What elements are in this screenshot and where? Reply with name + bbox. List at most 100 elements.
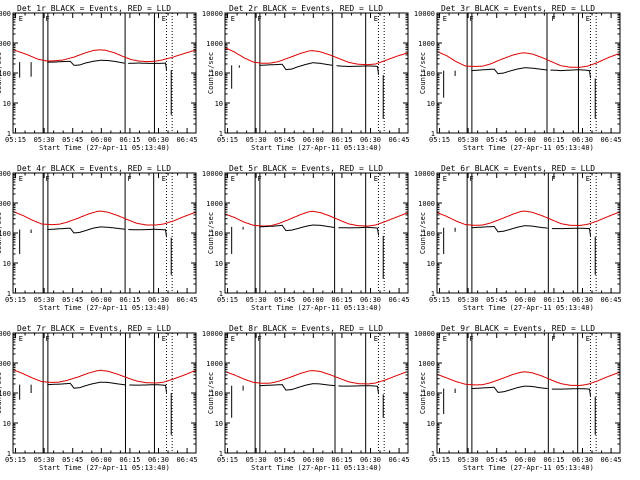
x-tick-label: 06:30 — [572, 456, 593, 464]
y-tick-label: 10 — [215, 260, 223, 268]
lld-series-line — [13, 369, 196, 384]
plot-area — [225, 13, 408, 133]
flag-label: F — [257, 175, 261, 183]
flag-label: F — [469, 335, 473, 343]
x-tick-label: 05:45 — [486, 456, 507, 464]
flag-label: E — [374, 175, 378, 183]
x-tick-label: 05:30 — [34, 296, 55, 304]
y-axis-label: Counts/sec — [207, 52, 215, 94]
x-tick-label: 06:30 — [572, 296, 593, 304]
x-tick-label: 06:00 — [515, 136, 536, 144]
lld-series-line — [13, 49, 196, 63]
plot-area — [437, 173, 620, 293]
y-tick-label: 10000 — [0, 330, 11, 338]
x-tick-label: 05:30 — [34, 456, 55, 464]
panel-title: Det 2r BLACK = Events, RED = LLD — [229, 4, 383, 13]
x-tick-label: 06:00 — [91, 136, 112, 144]
plot-area — [437, 13, 620, 133]
x-tick-label: 06:15 — [543, 456, 564, 464]
x-tick-label: 05:45 — [62, 136, 83, 144]
x-tick-label: 06:45 — [601, 456, 622, 464]
x-tick-label: 06:00 — [515, 296, 536, 304]
y-tick-label: 1 — [7, 130, 11, 138]
x-tick-label: 05:45 — [274, 456, 295, 464]
flag-label: E — [586, 335, 590, 343]
panel-det-6r: Det 6r BLACK = Events, RED = LLD E F F E 1 10 1… — [414, 164, 622, 312]
x-axis-label: Start Time (27-Apr-11 05:13:40) — [39, 304, 170, 312]
lld-series-line — [225, 47, 408, 66]
y-axis-label: Counts/sec — [0, 212, 3, 254]
y-axis-label: Counts/sec — [0, 52, 3, 94]
x-tick-label: 05:30 — [458, 296, 479, 304]
y-tick-label: 100 — [210, 70, 223, 78]
panel-title: Det 3r BLACK = Events, RED = LLD — [441, 4, 595, 13]
flag-label: E — [231, 175, 235, 183]
y-tick-label: 100 — [422, 230, 435, 238]
y-tick-label: 1000 — [418, 40, 435, 48]
y-tick-label: 100 — [422, 70, 435, 78]
y-tick-label: 1000 — [206, 200, 223, 208]
x-tick-label: 05:15 — [429, 296, 450, 304]
x-tick-label: 06:45 — [389, 136, 410, 144]
flag-label: E — [162, 335, 166, 343]
x-tick-label: 06:30 — [572, 136, 593, 144]
x-tick-label: 06:15 — [331, 456, 352, 464]
lld-series-line — [437, 371, 620, 386]
x-tick-label: 06:45 — [177, 136, 198, 144]
x-tick-label: 06:00 — [91, 296, 112, 304]
x-tick-label: 06:45 — [601, 296, 622, 304]
x-tick-label: 05:15 — [5, 456, 26, 464]
flag-label: E — [443, 335, 447, 343]
plot-area — [437, 333, 620, 453]
x-axis-label: Start Time (27-Apr-11 05:13:40) — [39, 144, 170, 152]
x-tick-label: 05:15 — [429, 136, 450, 144]
y-axis-label: Counts/sec — [419, 52, 427, 94]
x-axis-label: Start Time (27-Apr-11 05:13:40) — [251, 304, 382, 312]
panel-det-1r: Det 1r BLACK = Events, RED = LLD E F E 1 10 10… — [0, 4, 198, 152]
x-tick-label: 06:15 — [543, 136, 564, 144]
x-tick-label: 06:15 — [543, 296, 564, 304]
x-tick-label: 06:30 — [148, 136, 169, 144]
x-tick-label: 05:15 — [429, 456, 450, 464]
flag-label: E — [19, 15, 23, 23]
x-tick-label: 05:30 — [246, 296, 267, 304]
x-tick-label: 06:45 — [177, 296, 198, 304]
panel-det-2r: Det 2r BLACK = Events, RED = LLD E F E 1 10 10… — [202, 4, 410, 152]
panel-det-9r: Det 9r BLACK = Events, RED = LLD E F F E 1 10 1… — [414, 324, 622, 472]
panel-title: Det 7r BLACK = Events, RED = LLD — [17, 324, 171, 333]
lld-series-line — [225, 210, 408, 227]
flag-label: F — [45, 175, 49, 183]
y-tick-label: 1 — [219, 450, 223, 458]
lld-series-line — [437, 210, 620, 226]
panel-title: Det 6r BLACK = Events, RED = LLD — [441, 164, 595, 173]
y-tick-label: 100 — [210, 230, 223, 238]
x-tick-label: 06:15 — [119, 296, 140, 304]
panel-title: Det 9r BLACK = Events, RED = LLD — [441, 324, 595, 333]
x-tick-label: 05:15 — [217, 296, 238, 304]
y-tick-label: 1 — [431, 450, 435, 458]
y-tick-label: 10 — [427, 100, 435, 108]
x-tick-label: 06:15 — [119, 136, 140, 144]
panel-det-4r: Det 4r BLACK = Events, RED = LLD E F F E 1 10 1… — [0, 164, 198, 312]
x-tick-label: 05:45 — [274, 136, 295, 144]
flag-label: E — [162, 175, 166, 183]
y-axis-label: Counts/sec — [207, 212, 215, 254]
y-tick-label: 1000 — [206, 360, 223, 368]
x-axis-label: Start Time (27-Apr-11 05:13:40) — [39, 464, 170, 472]
flag-label: F — [551, 335, 555, 343]
x-tick-label: 06:45 — [177, 456, 198, 464]
flag-label: F — [551, 15, 555, 23]
flag-label: F — [257, 335, 261, 343]
x-tick-label: 06:15 — [331, 296, 352, 304]
x-tick-label: 05:45 — [486, 136, 507, 144]
x-axis-label: Start Time (27-Apr-11 05:13:40) — [251, 144, 382, 152]
flag-label: E — [374, 335, 378, 343]
x-tick-label: 06:30 — [148, 296, 169, 304]
lld-series-line — [437, 51, 620, 68]
panel-title: Det 5r BLACK = Events, RED = LLD — [229, 164, 383, 173]
x-tick-label: 05:15 — [217, 136, 238, 144]
flag-label: F — [45, 335, 49, 343]
y-tick-label: 10000 — [202, 10, 223, 18]
x-tick-label: 06:30 — [360, 456, 381, 464]
x-tick-label: 05:45 — [486, 296, 507, 304]
